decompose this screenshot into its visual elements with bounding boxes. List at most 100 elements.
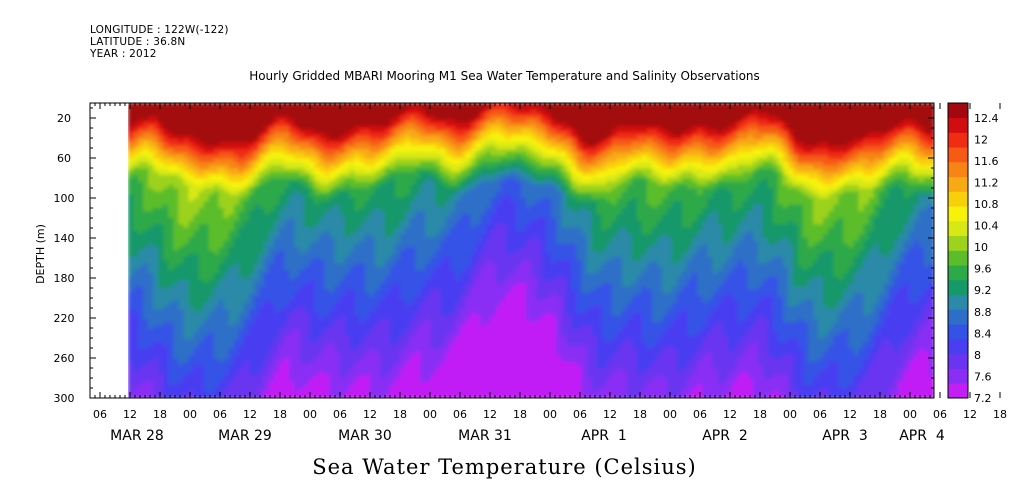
- heatmap-cell: [384, 191, 391, 196]
- heatmap-cell: [309, 207, 315, 212]
- heatmap-cell: [168, 368, 174, 373]
- heatmap-cell: [329, 109, 336, 114]
- heatmap-cell: [374, 188, 381, 193]
- heatmap-cell: [143, 234, 149, 238]
- heatmap-cell: [158, 361, 164, 366]
- heatmap-cell: [208, 299, 215, 304]
- heatmap-cell: [188, 352, 195, 356]
- heatmap-cell: [168, 198, 174, 202]
- heatmap-cell: [339, 188, 346, 193]
- heatmap-cell: [203, 221, 210, 225]
- heatmap-cell: [228, 106, 235, 111]
- heatmap-cell: [228, 352, 235, 356]
- heatmap-cell: [389, 139, 396, 143]
- heatmap-cell: [284, 273, 290, 278]
- heatmap-cell: [314, 162, 321, 166]
- heatmap-cell: [158, 348, 164, 353]
- heatmap-cell: [128, 250, 134, 255]
- heatmap-cell: [359, 384, 366, 389]
- heatmap-cell: [223, 378, 230, 383]
- heatmap-cell: [294, 289, 300, 294]
- heatmap-cell: [354, 339, 361, 343]
- heatmap-cell: [248, 221, 255, 225]
- heatmap-cell: [329, 184, 336, 189]
- heatmap-cell: [309, 365, 315, 370]
- heatmap-cell: [213, 230, 220, 235]
- heatmap-cell: [359, 332, 366, 337]
- heatmap-cell: [289, 381, 295, 386]
- heatmap-cell: [258, 171, 265, 176]
- heatmap-cell: [133, 103, 139, 107]
- heatmap-cell: [274, 286, 280, 291]
- heatmap-cell: [344, 240, 351, 245]
- heatmap-cell: [258, 329, 265, 334]
- heatmap-cell: [183, 358, 190, 363]
- heatmap-cell: [369, 198, 376, 202]
- heatmap-cell: [223, 103, 230, 107]
- heatmap-cell: [183, 283, 190, 288]
- heatmap-cell: [405, 178, 411, 183]
- heatmap-cell: [188, 234, 195, 238]
- heatmap-cell: [389, 339, 396, 343]
- heatmap-cell: [384, 273, 391, 278]
- heatmap-cell: [163, 178, 169, 183]
- heatmap-cell: [143, 365, 149, 370]
- heatmap-cell: [339, 325, 346, 330]
- heatmap-cell: [243, 391, 250, 396]
- heatmap-cell: [148, 132, 154, 137]
- heatmap-cell: [178, 361, 185, 366]
- heatmap-cell: [168, 125, 174, 130]
- heatmap-cell: [183, 184, 190, 189]
- heatmap-cell: [238, 184, 245, 189]
- heatmap-cell: [193, 214, 200, 219]
- heatmap-cell: [243, 322, 250, 327]
- heatmap-cell: [148, 368, 154, 373]
- heatmap-cell: [258, 165, 265, 170]
- heatmap-cell: [188, 109, 195, 114]
- heatmap-cell: [400, 240, 406, 245]
- heatmap-cell: [344, 217, 351, 222]
- heatmap-cell: [364, 188, 371, 193]
- heatmap-cell: [314, 211, 321, 216]
- heatmap-cell: [243, 339, 250, 343]
- heatmap-cell: [359, 276, 366, 281]
- heatmap-cell: [198, 325, 205, 330]
- heatmap-cell: [329, 381, 336, 386]
- heatmap-cell: [289, 355, 295, 360]
- heatmap-cell: [148, 237, 154, 242]
- heatmap-cell: [354, 247, 361, 252]
- heatmap-cell: [193, 322, 200, 327]
- heatmap-cell: [253, 322, 260, 327]
- heatmap-cell: [274, 198, 280, 202]
- heatmap-cell: [198, 132, 205, 137]
- heatmap-cell: [384, 175, 391, 179]
- heatmap-cell: [389, 368, 396, 373]
- heatmap-cell: [279, 348, 285, 353]
- heatmap-cell: [364, 214, 371, 219]
- heatmap-cell: [319, 234, 326, 238]
- heatmap-cell: [324, 381, 331, 386]
- heatmap-cell: [344, 237, 351, 242]
- heatmap-cell: [188, 227, 195, 232]
- heatmap-cell: [183, 263, 190, 268]
- heatmap-cell: [138, 270, 144, 275]
- heatmap-cell: [389, 191, 396, 196]
- heatmap-cell: [223, 204, 230, 209]
- heatmap-cell: [264, 168, 270, 173]
- heatmap-cell: [258, 388, 265, 393]
- heatmap-cell: [128, 266, 134, 271]
- heatmap-cell: [233, 293, 240, 297]
- heatmap-cell: [359, 319, 366, 324]
- heatmap-cell: [389, 283, 396, 288]
- heatmap-cell: [183, 365, 190, 370]
- heatmap-cell: [128, 319, 134, 324]
- heatmap-cell: [128, 122, 134, 127]
- heatmap-cell: [374, 312, 381, 317]
- heatmap-cell: [213, 106, 220, 111]
- heatmap-cell: [329, 329, 336, 334]
- heatmap-cell: [213, 371, 220, 376]
- heatmap-cell: [400, 296, 406, 301]
- heatmap-cell: [258, 316, 265, 320]
- heatmap-cell: [359, 355, 366, 360]
- heatmap-cell: [379, 286, 386, 291]
